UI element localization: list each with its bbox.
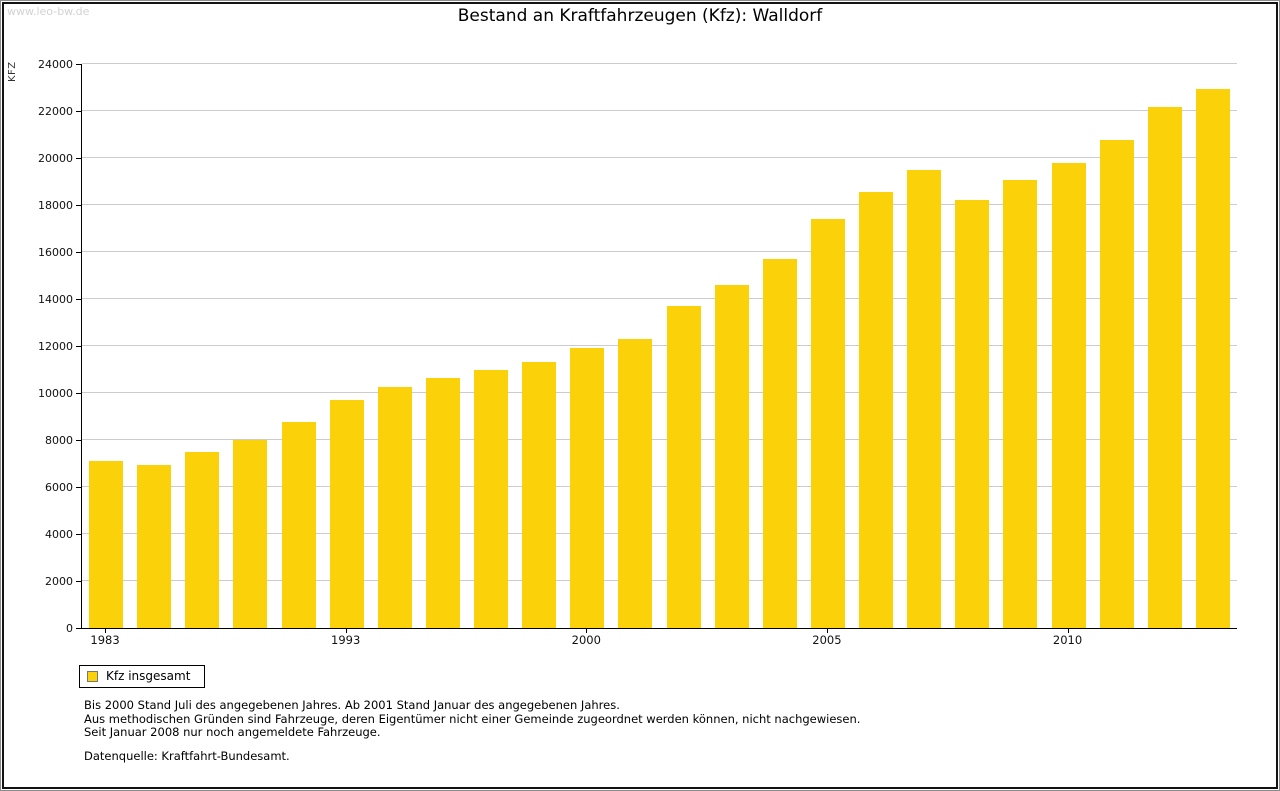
gridline [82, 533, 1237, 534]
gridline [82, 157, 1237, 158]
gridline [82, 345, 1237, 346]
gridline [82, 298, 1237, 299]
gridline [82, 110, 1237, 111]
y-tick-label: 16000 [38, 246, 73, 259]
y-tick-label: 24000 [38, 58, 73, 71]
y-tick-label: 12000 [38, 340, 73, 353]
bar-2008 [955, 200, 990, 628]
gridline [82, 63, 1237, 64]
gridline [82, 392, 1237, 393]
x-tick-label: 2000 [571, 633, 601, 647]
x-tick-mark [345, 629, 347, 633]
watermark: www.leo-bw.de [7, 5, 90, 18]
bar-1987 [185, 451, 220, 628]
bar-1998 [474, 369, 509, 628]
legend-label: Kfz insgesamt [106, 669, 191, 683]
y-tick-label: 2000 [45, 575, 73, 588]
chart-title: Bestand an Kraftfahrzeugen (Kfz): Walldo… [457, 6, 823, 26]
y-tick-label: 18000 [38, 199, 73, 212]
bar-1997 [425, 377, 460, 628]
footnote-line-1: Bis 2000 Stand Juli des angegebenen Jahr… [84, 698, 620, 712]
x-tick-mark [1067, 629, 1069, 633]
bar-2012 [1147, 107, 1182, 628]
x-tick-mark [586, 629, 588, 633]
legend: Kfz insgesamt [79, 665, 206, 688]
x-tick-label: 2010 [1052, 633, 1083, 647]
bar-2010 [1051, 162, 1086, 628]
bar-2009 [1003, 180, 1038, 628]
bar-2001 [618, 338, 653, 628]
bar-2013 [1195, 88, 1230, 628]
bar-2005 [810, 219, 845, 628]
bar-1991 [281, 422, 316, 628]
bar-2002 [666, 306, 701, 628]
plot-area [81, 63, 1237, 629]
bar-2006 [859, 192, 894, 628]
y-tick-label: 8000 [45, 434, 73, 447]
bar-2003 [714, 284, 749, 628]
gridline [82, 251, 1237, 252]
x-tick-label: 1983 [90, 633, 120, 647]
bar-1993 [329, 400, 364, 628]
x-tick-label: 2005 [812, 633, 842, 647]
bar-1989 [233, 440, 268, 628]
y-axis-label: KFZ [7, 61, 18, 82]
x-tick-label: 1993 [331, 633, 361, 647]
bar-1995 [377, 387, 412, 628]
bar-2007 [907, 169, 942, 628]
y-tick-label: 22000 [38, 105, 73, 118]
y-tick-label: 10000 [38, 387, 73, 400]
bar-2000 [570, 348, 605, 628]
gridline [82, 486, 1237, 487]
y-tick-label: 4000 [45, 528, 73, 541]
footnote-line-2: Aus methodischen Gründen sind Fahrzeuge,… [84, 711, 861, 726]
bar-2004 [762, 259, 797, 628]
y-tick-label: 6000 [45, 481, 73, 494]
gridline [82, 204, 1237, 205]
x-tick-mark [826, 629, 828, 633]
bar-2011 [1099, 140, 1134, 628]
y-tick-label: 14000 [38, 293, 73, 306]
footnote-line-3: Seit Januar 2008 nur noch angemeldete Fa… [84, 725, 381, 739]
bar-1999 [522, 362, 557, 628]
data-source: Datenquelle: Kraftfahrt-Bundesamt. [84, 748, 290, 763]
bar-1985 [137, 464, 172, 628]
y-tick-label: 20000 [38, 152, 73, 165]
bar-1983 [89, 461, 124, 628]
gridline [82, 439, 1237, 440]
footnotes: Bis 2000 Stand Juli des angegebenen Jahr… [84, 698, 861, 763]
legend-swatch-kfz [87, 670, 98, 682]
x-tick-mark [105, 629, 107, 633]
gridline [82, 580, 1237, 581]
y-tick-label: 0 [66, 622, 73, 635]
